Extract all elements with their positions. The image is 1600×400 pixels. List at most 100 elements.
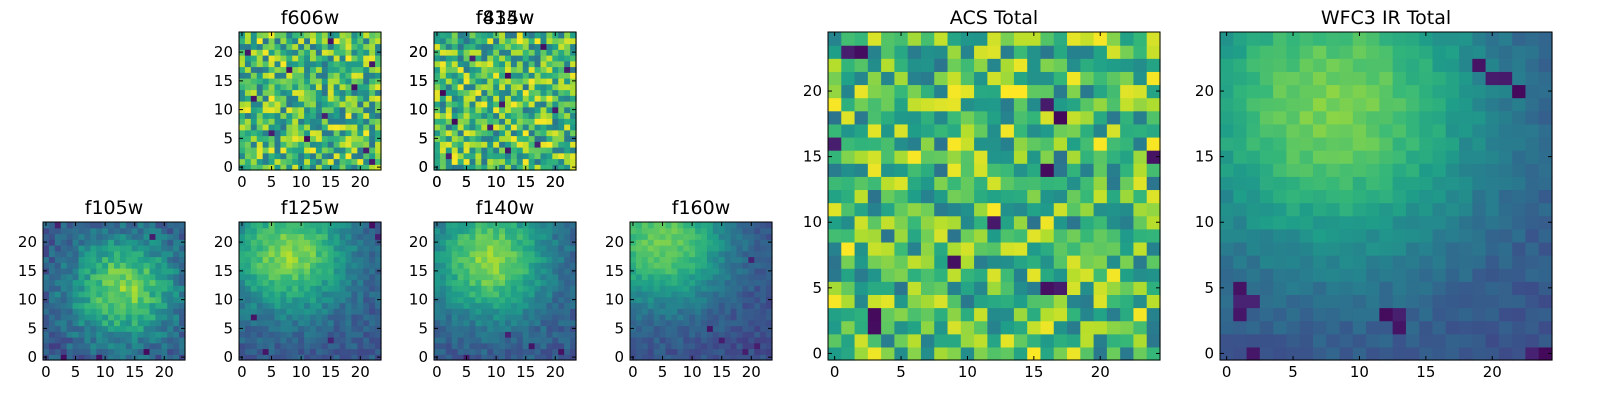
heatmap-cell [493,124,500,131]
heatmap-cell [1093,202,1108,217]
heatmap-cell [369,222,376,229]
heatmap-cell [321,331,329,338]
heatmap-cell [546,291,553,298]
heatmap-cell [701,273,708,281]
heatmap-cell [90,245,97,252]
heatmap-cell [505,245,512,252]
heatmap-cell [1146,215,1161,230]
heatmap-cell [706,342,714,350]
y-tick-label: 5 [223,129,233,147]
heatmap-cell [828,71,842,86]
heatmap-cell [96,342,103,350]
heatmap-cell [280,129,287,137]
heatmap-cell [960,189,975,204]
heatmap-cell [695,222,702,229]
heatmap-cell [1220,346,1234,361]
heatmap-cell [499,308,506,315]
heatmap-cell [439,147,447,154]
heatmap-cell [125,239,133,246]
heatmap-cell [250,147,258,154]
heatmap-cell [881,176,895,191]
heatmap-cell [522,325,530,332]
heatmap-cell [457,78,465,85]
heatmap-cell [315,164,323,171]
heatmap-cell [881,255,895,269]
heatmap-cell [742,325,749,332]
heatmap-cell [505,285,512,292]
heatmap-cell [161,262,168,269]
heatmap-cell [351,112,358,119]
heatmap-cell [564,49,571,56]
heatmap-cell [469,250,477,258]
heatmap-cell [695,302,702,309]
heatmap-cell [987,241,1002,256]
heatmap-cell [345,273,353,281]
heatmap-cell [250,331,258,338]
heatmap-cell [630,331,637,338]
y-tick-label: 10 [409,101,428,119]
heatmap-cell [90,273,97,281]
heatmap-cell [881,45,895,59]
heatmap-cell [1053,163,1068,177]
heatmap-cell [345,55,353,62]
heatmap-cell [125,285,133,292]
heatmap-cell [333,296,341,304]
heatmap-cell [754,291,761,298]
heatmap-cell [54,302,62,309]
heatmap-cell [1120,136,1135,151]
heatmap-cell [315,245,323,252]
heatmap-cell [304,279,311,286]
heatmap-cell [881,346,895,361]
heatmap-cell [321,279,329,286]
heatmap-cell [546,285,553,292]
heatmap-cell [881,84,895,99]
heatmap-cell [167,291,174,298]
heatmap-cell [641,291,649,298]
heatmap-cell [493,135,500,142]
heatmap-cell [510,55,518,62]
heatmap-cell [327,262,335,269]
heatmap-cell [321,233,329,240]
heatmap-cell [286,129,293,137]
heatmap-cell [528,268,536,275]
heatmap-cell [84,273,91,281]
heatmap-cell [570,60,577,68]
heatmap-cell [1432,346,1447,361]
heatmap-cell [43,331,50,338]
heatmap-cell [701,331,708,338]
heatmap-cell [292,325,299,332]
heatmap-cell [137,331,145,338]
heatmap-cell [754,296,761,304]
heatmap-cell [647,222,655,229]
heatmap-cell [304,302,311,309]
heatmap-cell [475,331,482,338]
heatmap-cell [736,245,744,252]
heatmap-cell [102,227,109,235]
heatmap-cell [292,291,299,298]
heatmap-cell [552,279,559,286]
heatmap-cell [274,354,282,361]
heatmap-cell [345,60,353,68]
heatmap-cells [828,32,1161,361]
heatmap-cell [653,239,661,246]
heatmap-cell [445,49,453,56]
heatmap-cell [748,314,755,321]
heatmap-cell [653,262,661,269]
heatmap-cell [369,101,376,108]
heatmap-cell [119,342,127,350]
heatmap-cell [345,233,353,240]
heatmap-cell [894,110,909,125]
heatmap-cell [1027,71,1042,86]
heatmap-cell [974,45,988,59]
heatmap-cell [689,308,696,315]
heatmap-cell [298,49,305,56]
heatmap-cell [689,262,696,269]
heatmap-cell [315,308,323,315]
heatmap-cell [72,239,80,246]
heatmap-cell [125,314,133,321]
heatmap-cell [469,124,477,131]
heatmap-cell [1013,346,1028,361]
heatmap-cell [528,95,536,102]
heatmap-cell [280,147,287,154]
heatmap-cell [463,262,471,269]
